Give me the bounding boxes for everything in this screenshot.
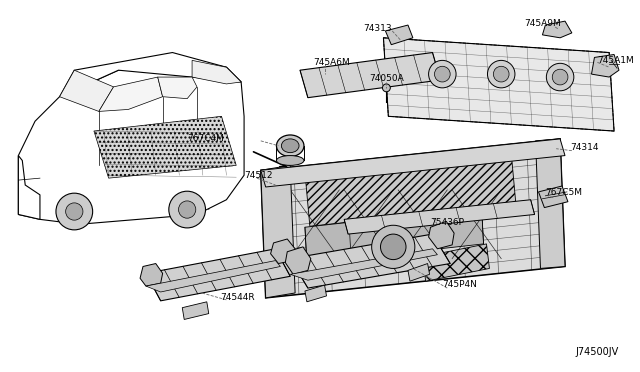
Polygon shape — [305, 285, 326, 302]
Polygon shape — [99, 77, 163, 111]
Text: 745A1M: 745A1M — [597, 56, 634, 65]
Polygon shape — [591, 54, 619, 77]
Polygon shape — [383, 38, 614, 131]
Text: 745P4N: 745P4N — [442, 280, 477, 289]
Text: 75436P: 75436P — [431, 218, 465, 227]
Polygon shape — [543, 21, 572, 38]
Polygon shape — [260, 139, 565, 298]
Polygon shape — [305, 208, 484, 263]
Circle shape — [552, 69, 568, 85]
Circle shape — [547, 63, 574, 91]
Text: 74313: 74313 — [364, 25, 392, 33]
Polygon shape — [300, 52, 440, 98]
Circle shape — [488, 60, 515, 88]
Polygon shape — [422, 244, 490, 281]
Text: 74512: 74512 — [244, 171, 273, 180]
Text: J74500JV: J74500JV — [576, 347, 619, 357]
Circle shape — [372, 225, 415, 269]
Polygon shape — [140, 263, 163, 286]
Circle shape — [493, 66, 509, 82]
Polygon shape — [344, 200, 534, 234]
Polygon shape — [19, 155, 40, 219]
Circle shape — [169, 191, 205, 228]
Polygon shape — [260, 166, 295, 298]
Polygon shape — [305, 151, 516, 226]
Polygon shape — [408, 263, 429, 281]
Polygon shape — [285, 247, 311, 274]
Polygon shape — [290, 249, 437, 280]
Polygon shape — [192, 60, 241, 84]
Polygon shape — [260, 139, 565, 187]
Polygon shape — [94, 116, 236, 178]
Text: 767C5M: 767C5M — [545, 188, 582, 198]
Polygon shape — [271, 239, 295, 263]
Circle shape — [179, 201, 196, 218]
Polygon shape — [60, 70, 113, 111]
Polygon shape — [19, 60, 244, 224]
Polygon shape — [538, 186, 568, 208]
Polygon shape — [146, 261, 280, 292]
Text: 745A6M: 745A6M — [313, 58, 349, 67]
Polygon shape — [290, 234, 450, 288]
Ellipse shape — [282, 139, 299, 153]
Polygon shape — [385, 25, 413, 45]
Circle shape — [383, 84, 390, 92]
Ellipse shape — [276, 135, 304, 157]
Circle shape — [66, 203, 83, 220]
Text: 74544R: 74544R — [221, 294, 255, 302]
Polygon shape — [146, 249, 290, 301]
Text: 74050A: 74050A — [370, 74, 404, 83]
Polygon shape — [536, 139, 565, 269]
Circle shape — [429, 60, 456, 88]
Circle shape — [56, 193, 93, 230]
Circle shape — [381, 234, 406, 260]
Polygon shape — [429, 221, 454, 249]
Polygon shape — [157, 77, 197, 99]
Ellipse shape — [276, 155, 304, 166]
Text: 745A9M: 745A9M — [524, 19, 561, 28]
Polygon shape — [60, 52, 241, 97]
Circle shape — [435, 66, 450, 82]
Polygon shape — [182, 302, 209, 320]
Text: 767C4M: 767C4M — [188, 134, 225, 143]
Text: 74314: 74314 — [570, 143, 598, 152]
